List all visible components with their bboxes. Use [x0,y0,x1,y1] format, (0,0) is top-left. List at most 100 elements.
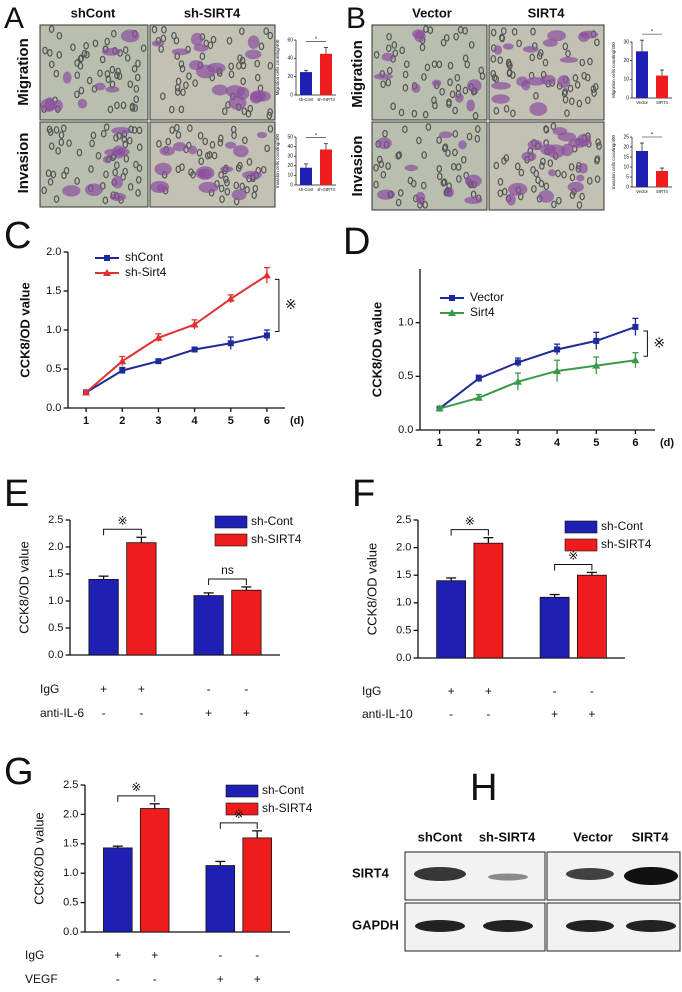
pore [453,32,459,41]
cell [197,169,207,178]
legend-marker [449,295,455,301]
pore [151,25,158,34]
pore [390,102,396,111]
pore [258,42,265,51]
condition-sign: - [449,707,453,721]
pore [569,97,575,106]
condition-sign: - [153,972,157,986]
pore [399,46,405,55]
pore [127,136,133,145]
cell [577,133,591,147]
pore [112,168,118,177]
pore [206,151,213,159]
pore [160,92,166,101]
column-title: shCont [418,829,463,844]
cell [444,187,454,198]
micrograph [39,24,149,121]
x-tick-label: 3 [515,437,521,449]
x-tick-label: 3 [155,415,161,427]
pore [472,112,479,120]
pore [47,178,54,186]
legend-label: sh-Sirt4 [125,265,167,279]
significance: ※ [234,807,244,821]
pore [561,170,567,179]
pore [175,77,182,86]
micrograph [39,121,149,208]
pore [407,176,414,185]
pore [202,137,208,146]
y-tick-label: 0.0 [48,649,63,661]
pore [267,61,274,70]
y-tick-label: 2.0 [46,246,61,258]
cell [102,155,112,164]
cell [381,52,395,62]
bar [656,171,668,187]
y-tick-label: 40 [287,144,293,150]
cell [376,189,396,200]
pore [47,128,54,136]
pore [48,25,55,33]
pore [74,90,80,99]
pore [454,73,461,82]
pore [174,123,180,132]
bar [139,808,170,933]
cell [527,139,543,150]
pore [228,70,235,79]
pore [56,31,63,40]
condition-sign: + [551,707,558,721]
x-tick-label: sh-SIRT4 [317,97,335,102]
cell [198,181,219,194]
y-axis-label: CCK8/OD value [369,302,384,397]
y-tick-label: 0.0 [46,402,61,414]
cell [101,47,121,56]
point [554,346,561,353]
bar [126,542,157,656]
cell [373,73,393,80]
pore [421,151,427,159]
pore [129,104,136,112]
pore [531,185,537,193]
pore [127,80,134,89]
pore [111,29,117,38]
pore [210,35,217,44]
pore [574,81,581,89]
pore [267,31,274,40]
significance-bracket [208,578,247,585]
cell [111,126,132,135]
pore [596,142,602,150]
x-tick-label: 1 [437,437,443,449]
bar [205,865,236,933]
pore [61,171,67,180]
pore [223,175,229,184]
pore [263,27,269,35]
pore [386,66,393,75]
significance: ※ [285,296,297,312]
pore [391,41,398,49]
pore [537,49,544,57]
pore [510,71,516,79]
legend-label: sh-Cont [601,519,644,533]
pore [403,60,410,69]
significance-bracket [103,528,142,536]
legend-swatch [214,515,248,529]
pore [95,151,102,160]
bar [436,580,467,659]
condition-label: IgG [25,948,44,962]
pore [266,111,273,120]
x-tick-label: 4 [192,415,199,427]
condition-sign: - [255,948,259,962]
pore [156,140,162,148]
row-title: GAPDH [352,917,399,932]
pore [514,162,521,171]
cell [458,140,467,150]
pore [468,41,475,49]
bar [300,167,312,185]
pore [135,189,141,197]
condition-sign: - [244,682,248,696]
pore [217,139,224,147]
legend-marker [448,309,456,316]
cell [516,76,529,87]
cell [508,182,528,196]
pore [503,105,510,113]
line [438,326,636,410]
